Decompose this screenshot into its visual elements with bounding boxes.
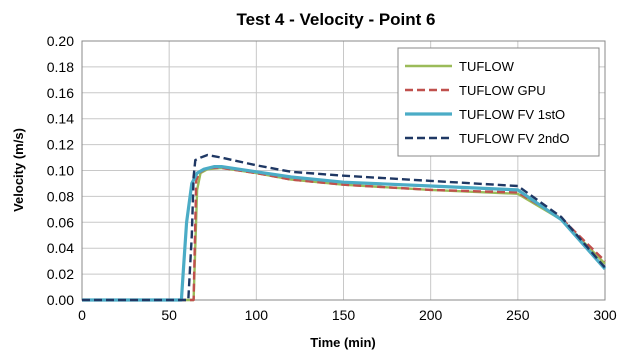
y-tick-label: 0.06 [47, 214, 74, 230]
chart-title: Test 4 - Velocity - Point 6 [236, 10, 435, 29]
x-axis-title: Time (min) [310, 335, 376, 350]
x-tick-label: 200 [419, 307, 443, 323]
y-tick-label: 0.12 [47, 137, 74, 153]
y-tick-label: 0.10 [47, 163, 74, 179]
x-tick-label: 100 [245, 307, 269, 323]
legend-label: TUFLOW FV 2ndO [459, 131, 570, 146]
x-tick-label: 250 [506, 307, 530, 323]
legend-label: TUFLOW FV 1stO [459, 107, 565, 122]
series-line-4 [82, 153, 606, 302]
x-tick-label: 0 [78, 307, 86, 323]
x-tick-label: 50 [161, 307, 177, 323]
y-tick-label: 0.14 [47, 111, 74, 127]
x-tick-label: 300 [593, 307, 617, 323]
legend: TUFLOW TUFLOW GPU TUFLOW FV 1stO TUFLOW FV … [397, 47, 600, 157]
series-layer [82, 153, 607, 302]
y-tick-label: 0.08 [47, 188, 74, 204]
y-tick-label: 0.04 [47, 240, 74, 256]
plot-area-frame [81, 40, 606, 301]
x-tick-label: 150 [332, 307, 356, 323]
y-axis-ticks: 0.00 0.02 0.04 0.06 0.08 0.10 0.12 0.14 0.16 0.18… [47, 33, 74, 308]
series-line-3 [82, 165, 607, 302]
y-axis-title: Velocity (m/s) [11, 128, 26, 212]
y-tick-label: 0.18 [47, 59, 74, 75]
x-axis-ticks: 0 50 100 150 200 250 300 [78, 307, 617, 323]
y-tick-label: 0.00 [47, 292, 74, 308]
y-tick-label: 0.20 [47, 33, 74, 49]
y-tick-label: 0.16 [47, 85, 74, 101]
y-tick-label: 0.02 [47, 266, 74, 282]
legend-label: TUFLOW [459, 59, 515, 74]
legend-label: TUFLOW GPU [459, 83, 546, 98]
